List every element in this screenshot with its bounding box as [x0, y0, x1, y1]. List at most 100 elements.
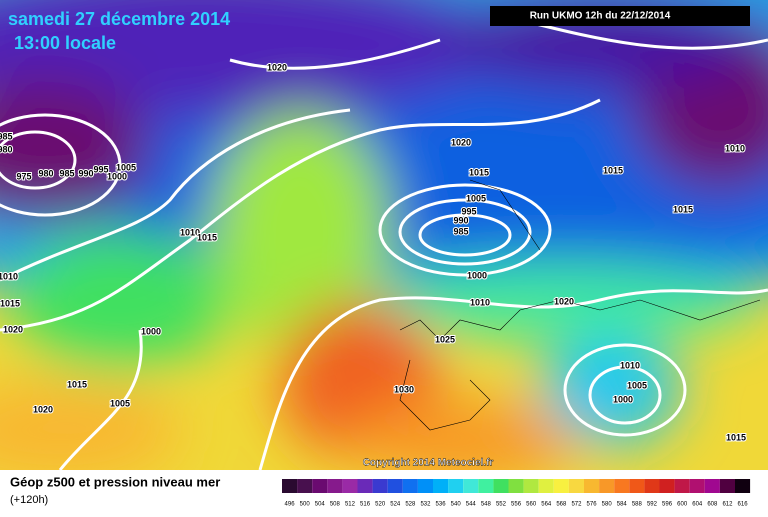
isobar-label: 990 — [453, 215, 468, 225]
scale-label: 592 — [647, 502, 658, 508]
scale-label: 600 — [677, 502, 688, 508]
scale-swatch — [312, 479, 328, 493]
scale-label: 616 — [738, 502, 749, 508]
isobar-label: 1010 — [470, 297, 490, 307]
isobar-label: 980 — [38, 168, 53, 178]
scale-label: 544 — [466, 502, 477, 508]
scale-swatch — [433, 479, 449, 493]
scale-swatch — [417, 479, 433, 493]
scale-swatch — [372, 479, 388, 493]
scale-label: 520 — [375, 502, 386, 508]
isobar-label: 1000 — [613, 394, 633, 404]
isobar-label: 980 — [0, 144, 13, 154]
scale-swatch — [689, 479, 705, 493]
scale-swatch — [402, 479, 418, 493]
scale-swatch — [659, 479, 675, 493]
isobar-label: 1000 — [107, 171, 127, 181]
scale-label: 528 — [405, 502, 416, 508]
scale-label: 576 — [587, 502, 598, 508]
scale-swatch — [342, 479, 358, 493]
isobar-label: 1015 — [603, 165, 623, 175]
legend-subtitle: (+120h) — [10, 494, 48, 506]
copyright: Copyright 2014 Meteociel.fr — [363, 458, 494, 469]
isobar-label: 1005 — [627, 380, 647, 390]
scale-label: 512 — [345, 502, 356, 508]
scale-swatch — [493, 479, 509, 493]
scale-label: 508 — [330, 502, 341, 508]
scale-swatch — [327, 479, 343, 493]
scale-label: 612 — [722, 502, 733, 508]
scale-swatch — [735, 479, 751, 493]
scale-label: 604 — [692, 502, 703, 508]
scale-label: 552 — [496, 502, 507, 508]
run-box — [490, 6, 750, 26]
scale-swatch — [704, 479, 720, 493]
isobar-label: 1015 — [726, 432, 746, 442]
isobar-label: 1000 — [467, 270, 487, 280]
isobar-label: 985 — [59, 168, 74, 178]
isobar-label: 1020 — [267, 62, 287, 72]
isobar-label: 1000 — [141, 326, 161, 336]
isobar-labels: 1020985980975980985990995100510001010101… — [0, 61, 747, 443]
scale-swatch — [508, 479, 524, 493]
isobar-label: 1015 — [0, 298, 20, 308]
isobar-label: 995 — [93, 164, 108, 174]
scale-swatch — [282, 479, 298, 493]
isobar-label: 1010 — [620, 360, 640, 370]
scale-swatch — [478, 479, 494, 493]
scale-swatch — [448, 479, 464, 493]
scale-label: 564 — [541, 502, 552, 508]
scale-swatch — [614, 479, 630, 493]
isobar-label: 1015 — [673, 204, 693, 214]
isobar-label: 995 — [461, 206, 476, 216]
scale-swatch — [523, 479, 539, 493]
scale-swatch — [719, 479, 735, 493]
scale-label: 496 — [285, 502, 296, 508]
isobars — [0, 18, 768, 470]
legend-title: Géop z500 et pression niveau mer — [10, 474, 220, 489]
scale-label: 516 — [360, 502, 371, 508]
isobar-label: 1005 — [116, 162, 136, 172]
isobar-label: 1015 — [197, 232, 217, 242]
scale-label: 548 — [481, 502, 492, 508]
isobar-label: 1020 — [451, 137, 471, 147]
scale-label: 536 — [436, 502, 447, 508]
scale-swatch — [357, 479, 373, 493]
scale-label: 584 — [617, 502, 628, 508]
scale-label: 580 — [602, 502, 613, 508]
run-info: Run UKMO 12h du 22/12/2014 — [530, 11, 671, 22]
scale-swatch — [599, 479, 615, 493]
scale-label: 568 — [556, 502, 567, 508]
isobar-label: 1020 — [33, 404, 53, 414]
isobar-label: 1025 — [435, 334, 455, 344]
scale-swatch — [674, 479, 690, 493]
scale-label: 608 — [707, 502, 718, 508]
scale-label: 540 — [451, 502, 462, 508]
date-title: samedi 27 décembre 2014 — [8, 9, 230, 29]
isobar-label: 1005 — [466, 193, 486, 203]
isobar-label: 1010 — [0, 271, 18, 281]
scale-swatch — [463, 479, 479, 493]
isobar-label: 1020 — [3, 324, 23, 334]
scale-label: 500 — [300, 502, 311, 508]
scale-label: 588 — [632, 502, 643, 508]
scale-swatch — [629, 479, 645, 493]
scale-swatch — [644, 479, 660, 493]
scale-swatch — [297, 479, 313, 493]
isobar-label: 1010 — [725, 143, 745, 153]
scale-label: 596 — [662, 502, 673, 508]
isobar-label: 1015 — [469, 167, 489, 177]
isobar-label: 1015 — [67, 379, 87, 389]
isobar-label: 985 — [453, 226, 468, 236]
scale-label: 560 — [526, 502, 537, 508]
isobar-label: 1030 — [394, 384, 414, 394]
coastlines — [399, 179, 761, 431]
scale-swatch — [553, 479, 569, 493]
scale-swatch — [538, 479, 554, 493]
isobar-label: 985 — [0, 131, 13, 141]
scale-label: 524 — [390, 502, 401, 508]
isobar-label: 1005 — [110, 398, 130, 408]
isobar-label: 990 — [78, 168, 93, 178]
scale-label: 556 — [511, 502, 522, 508]
